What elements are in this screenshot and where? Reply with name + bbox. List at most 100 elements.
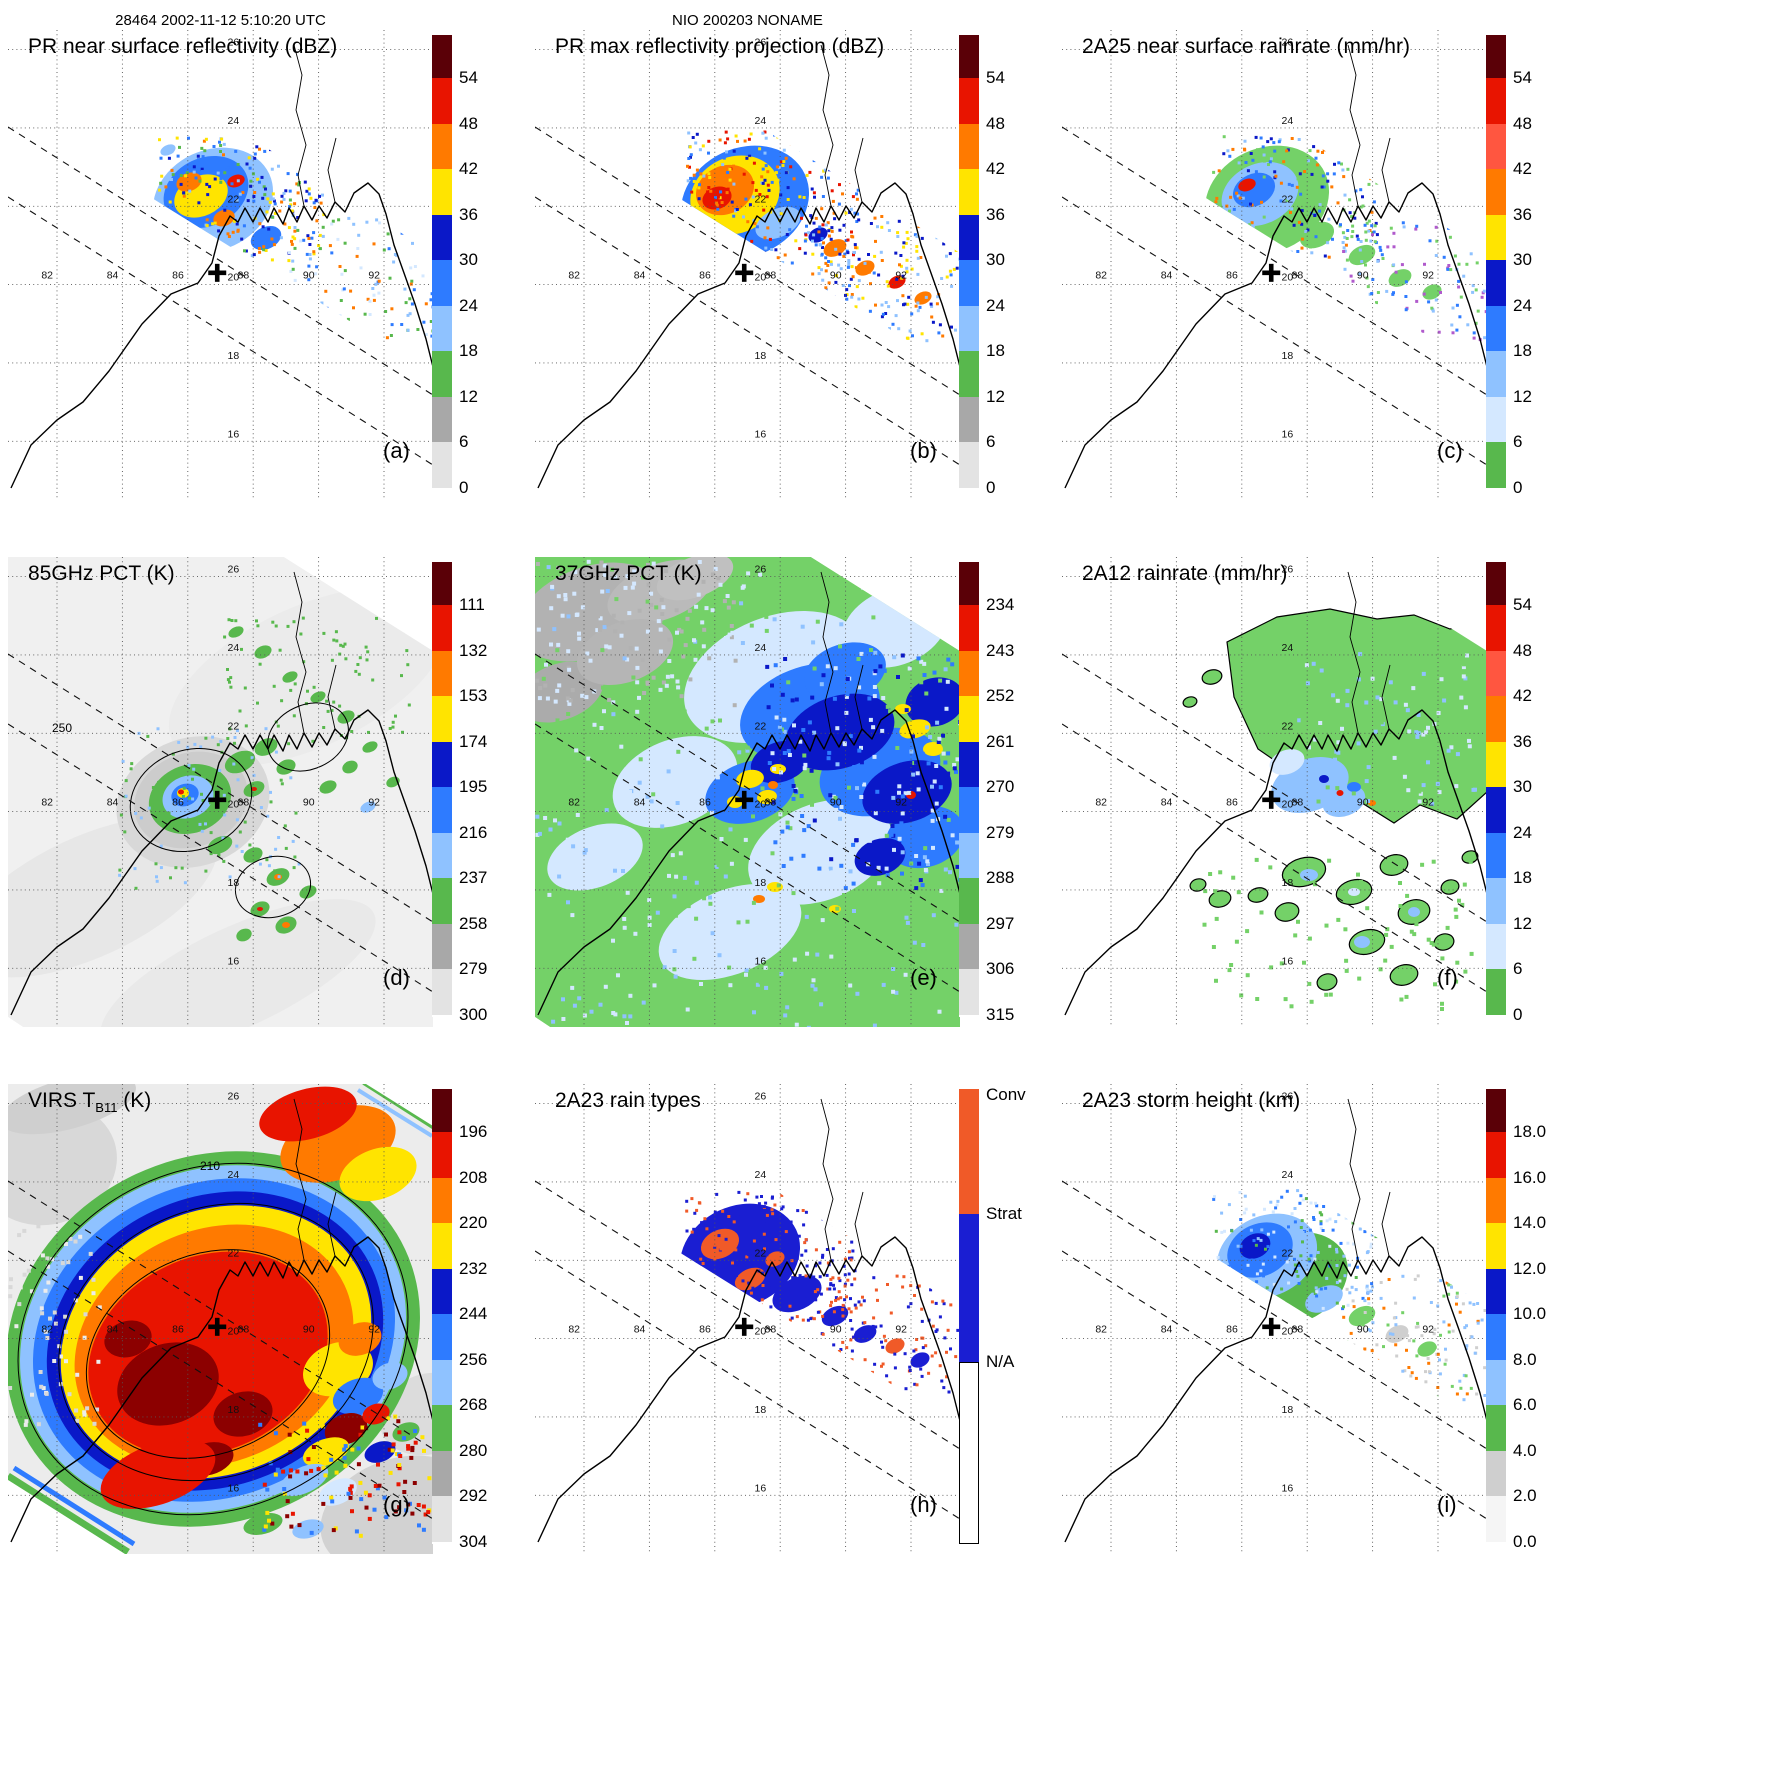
svg-text:20: 20 bbox=[228, 799, 240, 811]
panel-e: 82 84 86 88 90 92 26 24 22 20 18 16 234 243 252 261 270… bbox=[527, 555, 1054, 1082]
colorbar-segment bbox=[959, 1362, 979, 1544]
colorbar-tick-label: 258 bbox=[459, 913, 488, 933]
colorbar-tick-label: 4.0 bbox=[1513, 1440, 1537, 1460]
svg-text:16: 16 bbox=[1282, 955, 1294, 967]
colorbar-tick-label: 42 bbox=[459, 159, 478, 179]
storm-name: NIO 200203 NONAME bbox=[672, 12, 823, 29]
svg-text:22: 22 bbox=[1282, 193, 1294, 205]
svg-text:26: 26 bbox=[1282, 37, 1294, 49]
svg-text:88: 88 bbox=[1292, 1324, 1304, 1336]
svg-text:84: 84 bbox=[1161, 1324, 1173, 1336]
colorbar-tick-label: 232 bbox=[459, 1258, 488, 1278]
svg-text:24: 24 bbox=[755, 115, 767, 127]
svg-text:86: 86 bbox=[1226, 797, 1238, 809]
map-c: 82 84 86 88 90 92 26 24 22 20 18 16 bbox=[1062, 30, 1487, 500]
colorbar-tick-label: 288 bbox=[986, 868, 1015, 888]
colorbar-segment bbox=[1486, 351, 1506, 397]
colorbar-segment bbox=[1486, 305, 1506, 352]
colorbar-tick-label: 18 bbox=[1513, 868, 1532, 888]
panel-letter-h: (h) bbox=[910, 1492, 937, 1517]
colorbar-tick-label: 6 bbox=[986, 432, 996, 452]
svg-text:26: 26 bbox=[755, 1091, 767, 1103]
colorbar-tick-label: 12 bbox=[1513, 386, 1532, 406]
svg-text:24: 24 bbox=[228, 642, 240, 654]
colorbar-tick-label: 14.0 bbox=[1513, 1213, 1547, 1233]
map-svg-f: 82 84 86 88 90 92 26 24 22 20 18 16 bbox=[1062, 557, 1487, 1027]
panel-a: 82 84 86 88 90 92 26 24 22 20 18 16 54 48 42 36 30 24 18 1… bbox=[0, 28, 527, 555]
svg-text:82: 82 bbox=[568, 270, 580, 282]
colorbar-tick-label: 315 bbox=[986, 1004, 1015, 1024]
svg-text:92: 92 bbox=[1422, 270, 1434, 282]
colorbar-tick-label: 30 bbox=[986, 250, 1005, 270]
panel-i: 82 84 86 88 90 92 26 24 22 20 18 16 18.0 16.0 14.0 12.… bbox=[1054, 1082, 1581, 1609]
colorbar-tick-label: 8.0 bbox=[1513, 1349, 1537, 1369]
svg-text:84: 84 bbox=[107, 270, 119, 282]
colorbar-segment bbox=[432, 1014, 452, 1017]
colorbar-segment bbox=[432, 396, 452, 443]
svg-text:16: 16 bbox=[755, 428, 767, 440]
colorbar-tick-label: 132 bbox=[459, 640, 488, 660]
title-text: 2A23 storm height (km) bbox=[1082, 1089, 1301, 1112]
svg-text:24: 24 bbox=[755, 642, 767, 654]
colorbar-segment bbox=[1486, 832, 1506, 879]
svg-text:92: 92 bbox=[895, 1324, 907, 1336]
colorbar-segment bbox=[959, 878, 979, 924]
svg-text:26: 26 bbox=[1282, 564, 1294, 576]
svg-text:82: 82 bbox=[568, 797, 580, 809]
svg-text:22: 22 bbox=[1282, 720, 1294, 732]
colorbar-segment bbox=[1486, 696, 1506, 742]
svg-text:90: 90 bbox=[303, 797, 315, 809]
panel-title-a: PR near surface reflectivity (dBZ) bbox=[28, 35, 337, 61]
svg-text:82: 82 bbox=[568, 1324, 580, 1336]
colorbar-f: 54 48 42 36 30 24 18 12 6 0 bbox=[1486, 562, 1532, 1024]
colorbar-segment bbox=[432, 1359, 452, 1406]
colorbar-segment bbox=[432, 305, 452, 352]
colorbar-segment bbox=[1486, 878, 1506, 924]
colorbar-segment bbox=[432, 1450, 452, 1497]
panel-letter-c: (c) bbox=[1437, 438, 1463, 463]
svg-text:90: 90 bbox=[830, 1324, 842, 1336]
colorbar-tick-label: 30 bbox=[1513, 777, 1532, 797]
svg-text:22: 22 bbox=[228, 193, 240, 205]
colorbar-g: 196 208 220 232 244 256 268 280 292 304 bbox=[432, 1089, 487, 1551]
svg-text:82: 82 bbox=[1095, 270, 1107, 282]
panel-letter-f: (f) bbox=[1437, 965, 1458, 990]
colorbar-segment bbox=[959, 396, 979, 443]
colorbar-tick-label: 234 bbox=[986, 595, 1015, 615]
colorbar-tick-label: 244 bbox=[459, 1304, 488, 1324]
title-text: 37GHz PCT (K) bbox=[555, 562, 702, 585]
svg-text:84: 84 bbox=[634, 797, 646, 809]
colorbar-segment bbox=[432, 923, 452, 970]
colorbar-segment bbox=[959, 969, 979, 1015]
map-svg-e: 82 84 86 88 90 92 26 24 22 20 18 16 bbox=[535, 557, 960, 1027]
panel-title-b: PR max reflectivity projection (dBZ) bbox=[555, 35, 884, 61]
colorbar-tick-label: 300 bbox=[459, 1004, 488, 1024]
title-text: PR max reflectivity projection (dBZ) bbox=[555, 35, 885, 58]
colorbar-h: Conv Strat N/A bbox=[959, 1085, 1026, 1544]
svg-text:16: 16 bbox=[755, 1482, 767, 1494]
svg-text:24: 24 bbox=[228, 115, 240, 127]
colorbar-tick-label: 6 bbox=[1513, 959, 1523, 979]
svg-text:88: 88 bbox=[765, 797, 777, 809]
svg-text:16: 16 bbox=[228, 955, 240, 967]
colorbar-segment bbox=[959, 260, 979, 306]
title-text: 2A12 rainrate (mm/hr) bbox=[1082, 562, 1288, 585]
panel-letter-i: (i) bbox=[1437, 1492, 1457, 1517]
svg-text:84: 84 bbox=[1161, 797, 1173, 809]
svg-text:92: 92 bbox=[368, 270, 380, 282]
colorbar-segment bbox=[959, 1014, 979, 1017]
colorbar-tick-label: 279 bbox=[459, 959, 488, 979]
svg-text:88: 88 bbox=[1292, 270, 1304, 282]
colorbar-segment bbox=[1486, 1541, 1506, 1544]
svg-text:18: 18 bbox=[228, 877, 240, 889]
colorbar-tick-label: 54 bbox=[1513, 68, 1532, 88]
colorbar-tick-label: 12 bbox=[459, 386, 478, 406]
colorbar-tick-label: 24 bbox=[1513, 822, 1532, 842]
colorbar-segment bbox=[432, 442, 452, 488]
svg-text:90: 90 bbox=[303, 1324, 315, 1336]
svg-text:22: 22 bbox=[755, 193, 767, 205]
colorbar-segment bbox=[1486, 787, 1506, 833]
colorbar-tick-label: 18 bbox=[459, 341, 478, 361]
panel-title-f: 2A12 rainrate (mm/hr) bbox=[1082, 562, 1287, 588]
colorbar-segment bbox=[959, 605, 979, 651]
